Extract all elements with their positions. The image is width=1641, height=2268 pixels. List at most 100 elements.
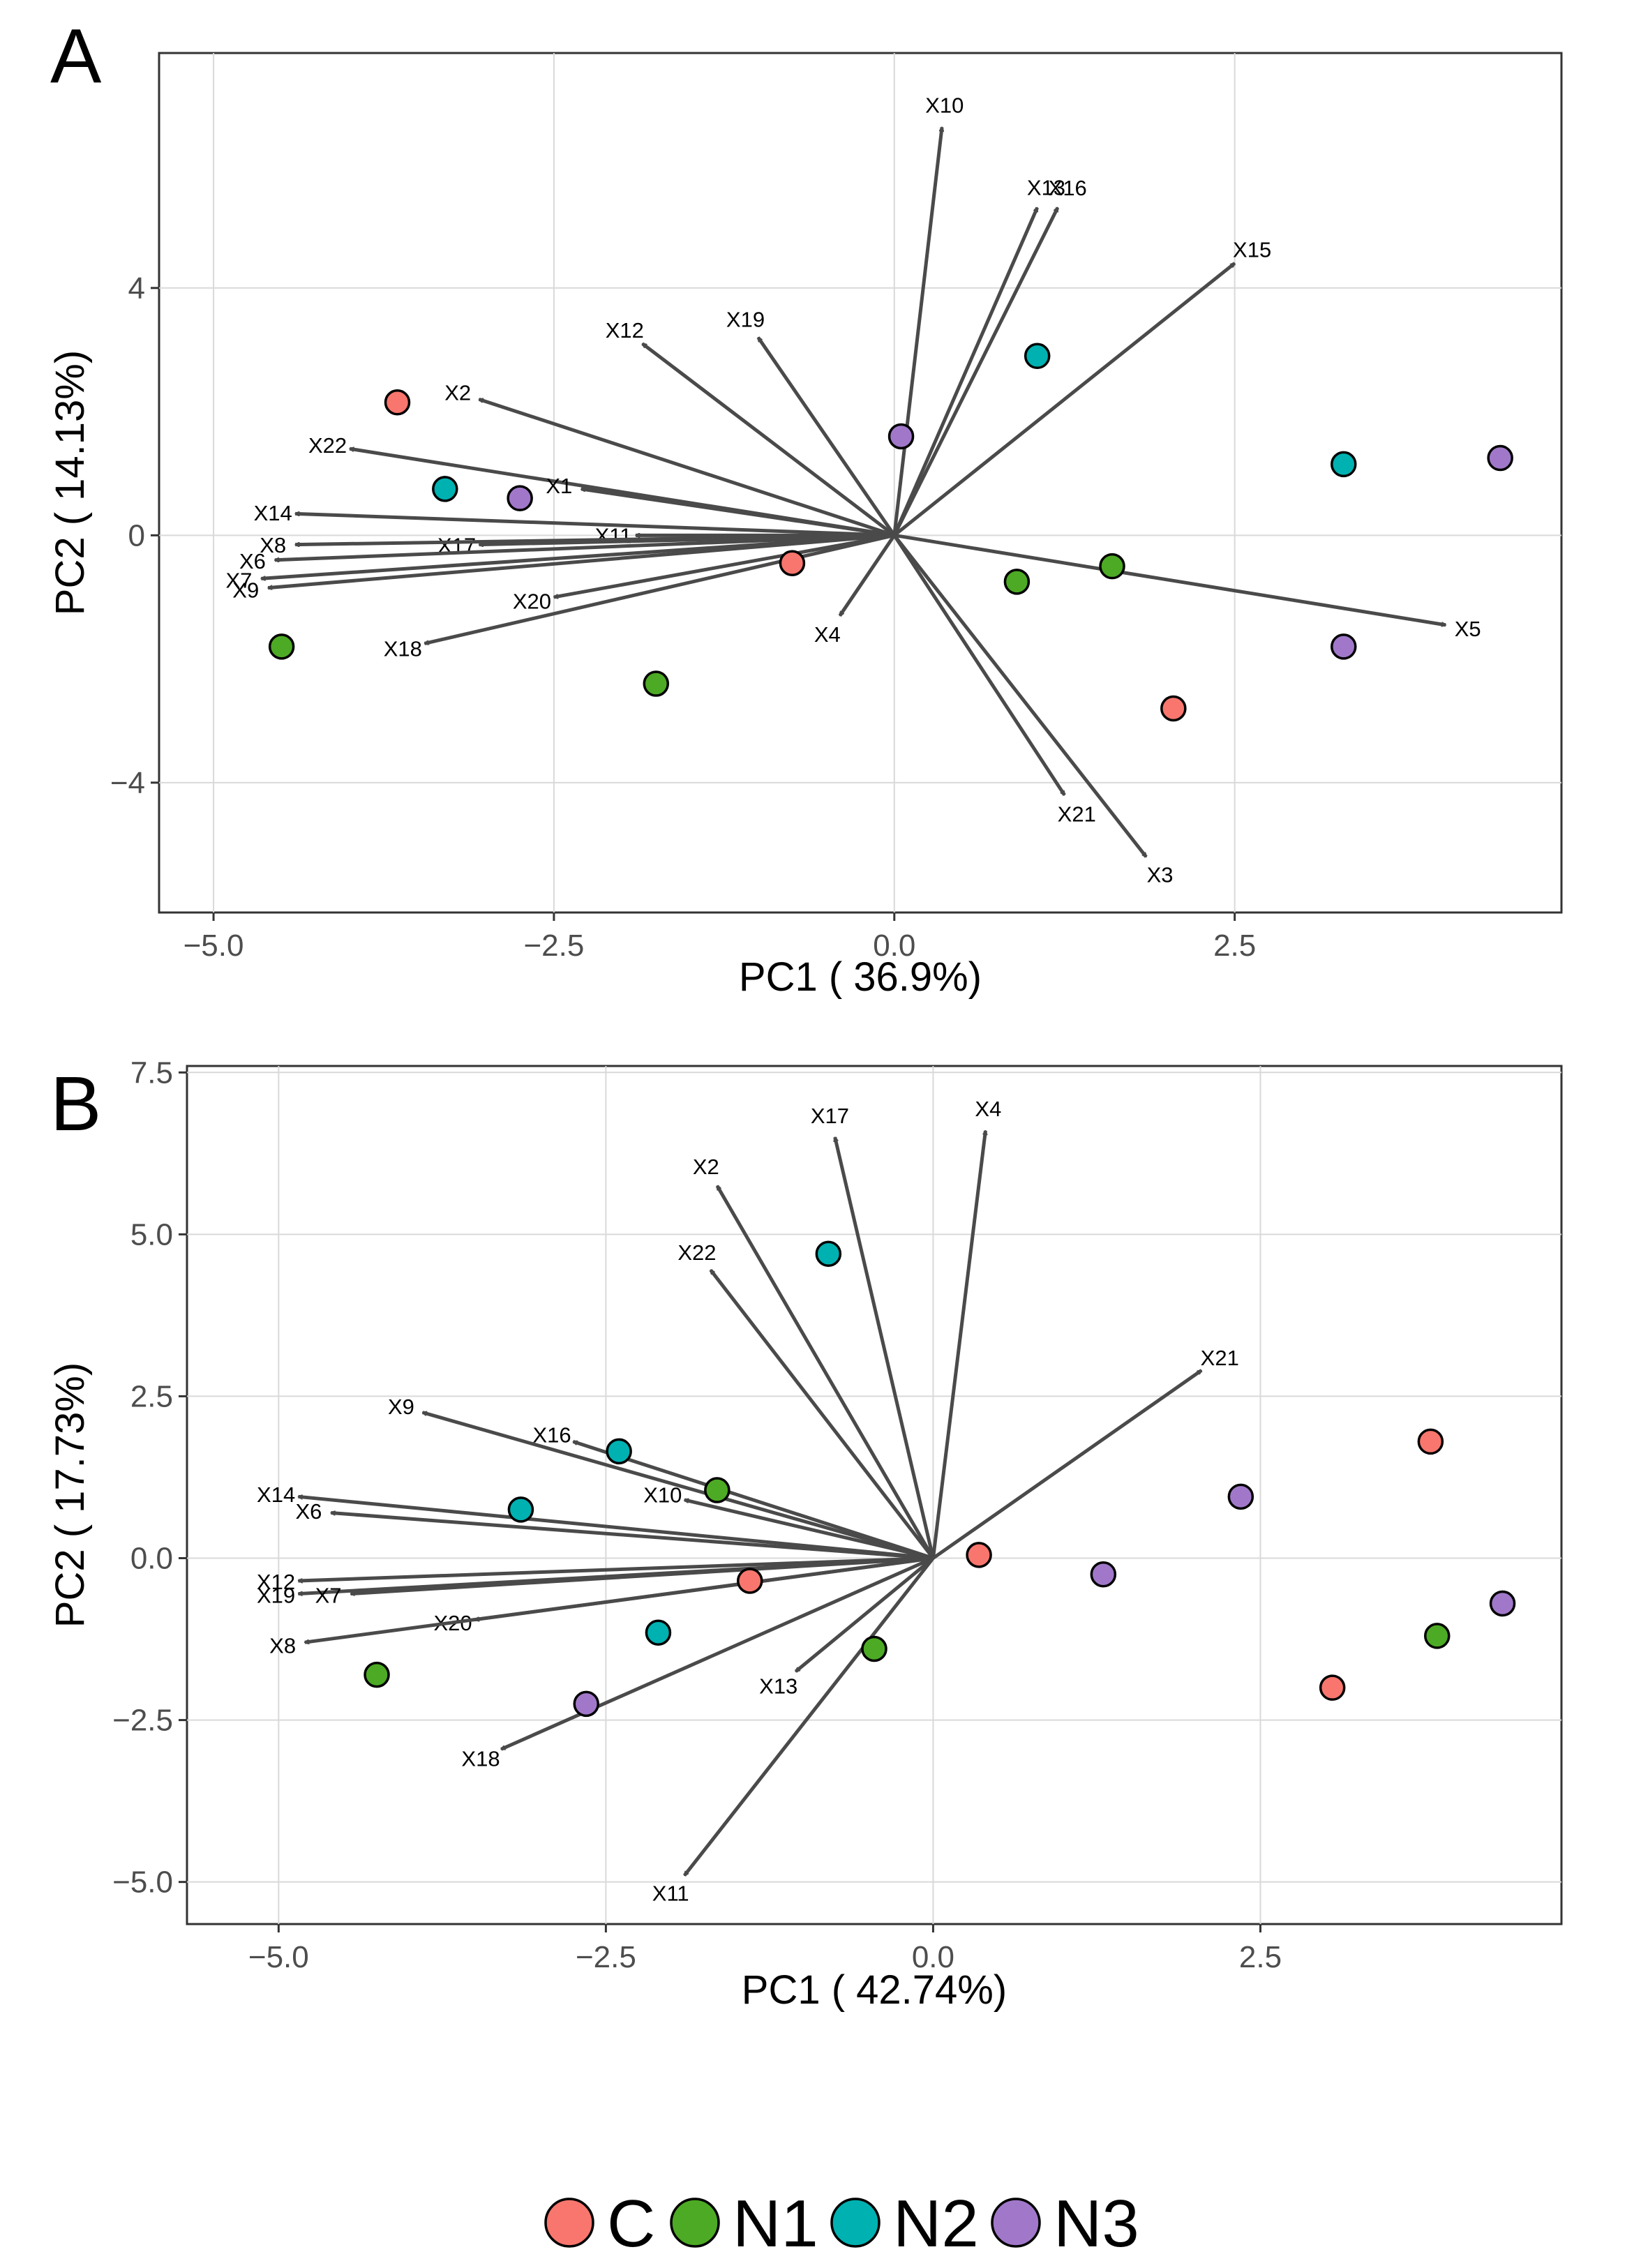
loading-arrow-a-x5 — [894, 533, 1446, 625]
loading-arrow-b-x4 — [931, 1131, 985, 1559]
x-tick-label-b-2: 0.0 — [912, 1940, 954, 1974]
loading-arrow-b-x17 — [835, 1137, 935, 1559]
sample-point-a-c-2 — [1160, 695, 1187, 722]
sample-point-a-n3-10 — [507, 485, 533, 511]
loading-arrow-a-x9 — [268, 533, 894, 587]
sample-point-a-n3-12 — [1487, 444, 1513, 472]
loading-label-a-x20: X20 — [513, 589, 551, 614]
x-axis-title-a: PC1 ( 36.9%) — [739, 954, 982, 1000]
legend-swatch-c — [544, 2198, 594, 2248]
y-tick-label-a-1: 0 — [128, 518, 145, 553]
sample-point-a-n2-8 — [1024, 343, 1051, 370]
loading-arrow-a-x6 — [275, 533, 894, 560]
sample-point-a-n1-3 — [268, 633, 295, 660]
loading-arrow-b-x16 — [573, 1440, 934, 1560]
legend-swatch-n2 — [830, 2198, 881, 2248]
loading-label-b-x6: X6 — [296, 1499, 322, 1524]
loading-label-b-x8: X8 — [269, 1633, 296, 1658]
sample-point-b-n1-5 — [861, 1635, 887, 1662]
legend-swatch-n1 — [670, 2198, 720, 2248]
loading-arrow-a-x14 — [295, 513, 894, 537]
y-tick-label-b-2: 0.0 — [130, 1542, 173, 1576]
loading-arrow-b-x9 — [423, 1411, 934, 1560]
loading-label-a-x12: X12 — [606, 318, 644, 343]
loading-arrow-b-x6 — [331, 1513, 934, 1561]
loading-arrow-b-x21 — [931, 1369, 1201, 1560]
loading-label-a-x6: X6 — [239, 549, 266, 573]
panel-b-biplot: −5.0 −2.5 0.0 2.5 −5.0 −2.5 0.0 2.5 5.0 7.5 PC1 ( … — [47, 1056, 1563, 2013]
legend-swatch-n3 — [991, 2198, 1041, 2248]
y-tick-label-b-4: 5.0 — [130, 1217, 173, 1252]
loading-label-a-x22: X22 — [308, 433, 347, 458]
legend-label-n2: N2 — [893, 2186, 979, 2261]
loading-label-a-x3: X3 — [1147, 862, 1174, 887]
loading-arrow-a-x15 — [893, 262, 1235, 537]
loading-label-b-x11: X11 — [652, 1882, 689, 1906]
loading-label-b-x4: X4 — [975, 1097, 1001, 1121]
y-tick-label-b-0: −5.0 — [112, 1865, 173, 1900]
sample-point-b-n2-10 — [507, 1496, 534, 1523]
y-axis-title-b: PC2 ( 17.73%) — [47, 1362, 93, 1628]
loading-label-b-x16: X16 — [532, 1423, 571, 1448]
loading-arrow-a-x3 — [892, 534, 1148, 857]
loading-label-a-x7: X7 — [225, 569, 252, 593]
loading-label-a-x21: X21 — [1058, 802, 1096, 826]
loading-label-b-x7: X7 — [315, 1584, 342, 1608]
loading-arrow-a-x8 — [295, 533, 894, 544]
sample-point-b-n3-15 — [1489, 1590, 1516, 1617]
x-tick-label-b-3: 2.5 — [1239, 1940, 1282, 1974]
sample-point-a-n3-11 — [887, 423, 915, 450]
loading-arrow-b-x11 — [682, 1556, 935, 1876]
loading-label-a-x16: X16 — [1049, 176, 1087, 200]
loading-arrow-a-x18 — [425, 533, 895, 643]
sample-point-a-n1-4 — [643, 670, 670, 697]
panel-label-b: B — [50, 1061, 101, 1147]
y-axis-title-a: PC2 ( 14.13%) — [47, 350, 93, 615]
plot-area-b — [186, 1065, 1563, 1925]
loading-label-a-x10: X10 — [925, 93, 964, 118]
sample-point-a-n3-13 — [1331, 633, 1357, 660]
loading-label-b-x21: X21 — [1201, 1346, 1239, 1370]
loading-arrow-b-x14 — [298, 1496, 934, 1560]
loading-label-a-x8: X8 — [260, 533, 286, 557]
loading-arrow-a-x12 — [643, 342, 896, 537]
sample-point-b-n1-4 — [704, 1477, 730, 1503]
loading-arrow-b-x13 — [795, 1556, 935, 1673]
sample-point-b-n3-12 — [1227, 1483, 1254, 1510]
sample-point-a-n1-5 — [1003, 569, 1031, 595]
loading-label-a-x15: X15 — [1233, 237, 1271, 262]
sample-point-b-c-3 — [1319, 1674, 1346, 1701]
loading-label-b-x13: X13 — [759, 1674, 797, 1698]
y-tick-label-b-5: 7.5 — [130, 1056, 173, 1090]
loading-label-b-x10: X10 — [643, 1483, 682, 1508]
legend-label-n3: N3 — [1054, 2186, 1139, 2261]
loading-label-a-x1: X1 — [546, 474, 572, 498]
loading-label-a-x18: X18 — [384, 637, 422, 661]
loading-arrow-b-x2 — [715, 1186, 935, 1559]
loading-label-b-x19: X19 — [257, 1583, 295, 1607]
loading-arrow-a-x19 — [756, 338, 896, 536]
x-tick-label-b-1: −2.5 — [576, 1940, 636, 1974]
sample-point-b-n1-7 — [1424, 1623, 1451, 1649]
sample-point-a-n2-7 — [432, 476, 458, 502]
loading-label-b-x2: X2 — [693, 1155, 719, 1179]
sample-point-a-n2-9 — [1331, 451, 1357, 478]
loading-arrow-a-x4 — [838, 534, 896, 615]
legend-label-c: C — [607, 2186, 655, 2261]
loading-label-a-x13: X13 — [1027, 175, 1065, 200]
loading-label-b-x22: X22 — [677, 1240, 716, 1265]
legend-label-n1: N1 — [733, 2186, 818, 2261]
panel-a-biplot: −5.0 −2.5 0.0 2.5 −4 0 4 PC1 ( 36.9%) PC2 ( 14.1… — [47, 52, 1563, 1000]
loading-arrow-a-x13 — [892, 208, 1039, 536]
y-tick-label-a-2: 4 — [128, 271, 145, 306]
legend: C N1 N2 N3 — [544, 2186, 1139, 2261]
sample-point-b-n3-14 — [573, 1690, 599, 1718]
x-tick-label-a-2: 0.0 — [873, 929, 915, 963]
loading-arrow-b-x10 — [684, 1500, 934, 1560]
loading-label-a-x2: X2 — [444, 380, 471, 405]
loading-label-a-x14: X14 — [254, 501, 292, 525]
sample-point-b-c-0 — [966, 1542, 992, 1568]
loading-arrow-a-x10 — [892, 127, 942, 536]
loading-arrow-b-x7 — [351, 1556, 934, 1594]
